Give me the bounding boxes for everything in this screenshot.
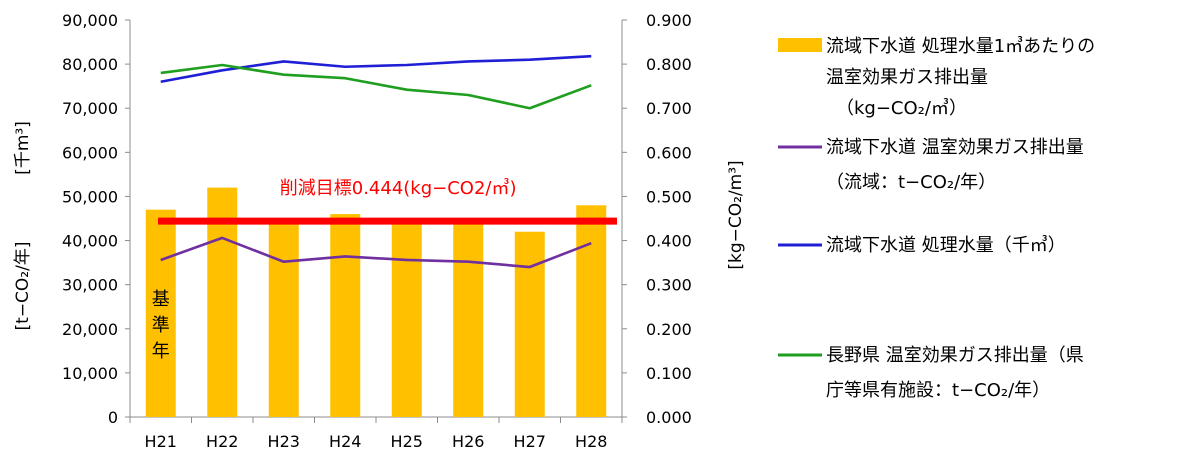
right-tick-label: 0.800	[646, 55, 692, 74]
legend-label-bar: （kg−CO₂/㎥）	[836, 98, 967, 119]
bar-H26	[453, 220, 484, 417]
legend-label-line-1: 流域下水道 温室効果ガス排出量	[826, 137, 1084, 158]
right-tick-label: 0.500	[646, 187, 692, 206]
right-tick-label: 0.900	[646, 11, 692, 30]
left-tick-label: 70,000	[62, 99, 118, 118]
bar-H21	[145, 209, 176, 417]
left-tick-label: 0	[108, 408, 118, 427]
left-tick-label: 60,000	[62, 143, 118, 162]
base-year-char: 年	[152, 341, 170, 362]
x-tick-label: H25	[391, 432, 423, 451]
left-tick-label: 20,000	[62, 320, 118, 339]
right-tick-label: 0.100	[646, 364, 692, 383]
right-tick-label: 0.200	[646, 320, 692, 339]
x-tick-label: H23	[268, 432, 300, 451]
right-tick-label: 0.600	[646, 143, 692, 162]
legend-label-line-2: 流域下水道 処理水量（千㎥）	[826, 235, 1066, 256]
legend-label-bar: 温室効果ガス排出量	[826, 67, 988, 88]
right-tick-label: 0.300	[646, 276, 692, 295]
bar-H24	[330, 214, 361, 417]
base-year-char: 基	[152, 289, 170, 310]
base-year-char: 準	[152, 315, 170, 336]
legend-label-line-3: 長野県 温室効果ガス排出量（県	[826, 345, 1084, 366]
line-series-3	[160, 63, 592, 110]
bar-H27	[514, 231, 545, 417]
right-tick-label: 0.700	[646, 99, 692, 118]
x-tick-label: H28	[575, 432, 607, 451]
legend-label-line-3: 庁等県有施設：t−CO₂/年）	[826, 380, 1050, 401]
x-tick-label: H22	[206, 432, 238, 451]
x-tick-label: H21	[145, 432, 177, 451]
left-tick-label: 10,000	[62, 364, 118, 383]
target-label: 削減目標0.444(kg−CO2/㎥)	[280, 178, 517, 199]
legend-label-bar: 流域下水道 処理水量1㎥あたりの	[826, 36, 1095, 57]
left-tick-label: 50,000	[62, 187, 118, 206]
left-tick-label: 90,000	[62, 11, 118, 30]
line-series-2	[160, 54, 592, 84]
bar-H25	[391, 218, 422, 417]
left-tick-label: 30,000	[62, 276, 118, 295]
x-tick-label: H26	[452, 432, 484, 451]
bar-H22	[207, 187, 238, 417]
right-tick-label: 0.400	[646, 232, 692, 251]
left-axis-label-lower: [t−CO₂/年]	[13, 242, 33, 331]
left-tick-label: 80,000	[62, 55, 118, 74]
legend-swatch-bar	[778, 38, 822, 52]
line-series-1	[160, 236, 592, 269]
left-tick-label: 40,000	[62, 232, 118, 251]
right-axis-label: [kg−CO₂/m³]	[726, 160, 746, 269]
x-tick-label: H24	[329, 432, 361, 451]
legend-label-line-1: （流域：t−CO₂/年）	[826, 172, 996, 193]
bar-H23	[268, 218, 299, 417]
bar-H28	[576, 205, 607, 417]
left-axis-label-upper: [千m³]	[13, 121, 33, 175]
x-tick-label: H27	[514, 432, 546, 451]
right-tick-label: 0.000	[646, 408, 692, 427]
